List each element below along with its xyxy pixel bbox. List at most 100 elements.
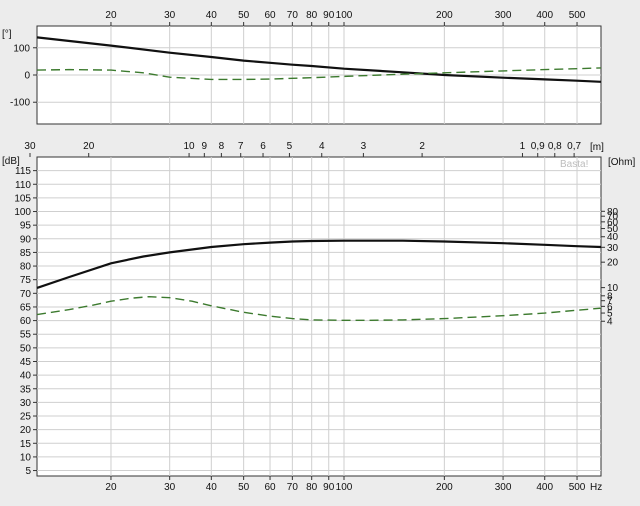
- spl-y-tick-label: 20: [20, 425, 32, 436]
- spl-x-ticks: 20 30 40 50 60 70 80 90 100 200 300 400 500: [105, 476, 586, 493]
- spl-y-ticks: 5 10 15 20 25 30 35 40 45 50 55 60 65 70 75 80 85 90 95 100…: [14, 166, 37, 477]
- phase-x-tick-label: 40: [206, 10, 218, 21]
- spl-y-tick-label: 110: [15, 180, 31, 191]
- spl-y-tick-label: 65: [20, 302, 32, 313]
- phase-series: [36, 36, 602, 83]
- spl-y-tick-label: 90: [20, 234, 32, 245]
- spl-y-tick-label: 15: [20, 439, 32, 450]
- impedance-y-axis-label: [Ohm]: [608, 157, 635, 168]
- phase-x-tick-label: 90: [323, 10, 335, 21]
- spl-grid: [37, 157, 601, 476]
- spl-x-tick-label: 60: [264, 482, 276, 493]
- wavelength-tick-label: 30: [24, 141, 36, 152]
- spl-x-tick-label: 300: [495, 482, 512, 493]
- phase-y-tick-label: -100: [10, 98, 30, 109]
- impedance-y-tick-label: 4: [607, 317, 613, 328]
- phase-y-tick-label: 0: [24, 71, 30, 82]
- spl-x-tick-label: 20: [105, 482, 117, 493]
- phase-x-tick-label: 500: [569, 10, 586, 21]
- phase-x-tick-label: 70: [287, 10, 299, 21]
- spl-series: [36, 239, 602, 321]
- spl-y-tick-label: 105: [14, 193, 31, 204]
- wavelength-tick-label: 6: [260, 141, 266, 152]
- spl-y-tick-label: 70: [20, 289, 32, 300]
- spl-x-tick-label: 100: [336, 482, 353, 493]
- phase-x-tick-label: 20: [105, 10, 117, 21]
- spl-x-tick-label: 500: [569, 482, 586, 493]
- spl-y-tick-label: 25: [20, 412, 32, 423]
- phase-x-tick-label: 100: [336, 10, 353, 21]
- x-axis-unit-label: Hz: [590, 482, 602, 493]
- spl-y-axis-label: [dB]: [2, 156, 20, 167]
- wavelength-tick-label: 2: [419, 141, 425, 152]
- spl-x-tick-label: 50: [238, 482, 250, 493]
- phase-x-ticks: 20 30 40 50 60 70 80 90 100 200 300 400 500: [105, 10, 586, 26]
- phase-x-tick-label: 400: [536, 10, 553, 21]
- impedance-y-tick-label: 8: [607, 291, 613, 302]
- phase-x-tick-label: 60: [264, 10, 276, 21]
- phase-x-tick-label: 300: [495, 10, 512, 21]
- impedance-y-tick-label: 70: [607, 212, 619, 223]
- impedance-y-tick-label: 50: [607, 224, 619, 235]
- spl-y-tick-label: 100: [14, 207, 31, 218]
- wavelength-tick-label: 5: [287, 141, 293, 152]
- impedance-y-tick-label: 40: [607, 232, 619, 243]
- impedance-y-tick-label: 30: [607, 243, 619, 254]
- phase-x-tick-label: 200: [436, 10, 453, 21]
- spl-y-tick-label: 85: [20, 248, 32, 259]
- watermark-logo: Basta!: [560, 159, 588, 170]
- wavelength-unit-label: [m]: [590, 142, 604, 153]
- wavelength-tick-label: 0,8: [548, 141, 562, 152]
- wavelength-tick-label: 0,7: [567, 141, 581, 152]
- spl-y-tick-label: 10: [20, 452, 32, 463]
- wavelength-ticks: 30 20 10 9 8 7 6 5 4 3 2 1 0,9 0,8 0,7: [24, 141, 581, 157]
- spl-y-tick-label: 40: [20, 371, 32, 382]
- spl-plot-area: [36, 156, 602, 477]
- spl-solid-series-line: [36, 239, 602, 289]
- spl-x-tick-label: 70: [287, 482, 299, 493]
- impedance-y-tick-label: 7: [607, 296, 613, 307]
- wavelength-tick-label: 20: [83, 141, 95, 152]
- wavelength-tick-label: 9: [202, 141, 208, 152]
- phase-y-ticks: 100 0 -100: [10, 43, 37, 109]
- spl-x-tick-label: 400: [536, 482, 553, 493]
- spl-y-tick-label: 55: [20, 330, 32, 341]
- impedance-y-tick-label: 6: [607, 302, 613, 313]
- spl-chart: 30 20 10 9 8 7 6 5 4 3 2 1 0,9 0,8 0,7 [m] 20 30 40 50 60 7…: [2, 141, 635, 493]
- spl-x-tick-label: 90: [323, 482, 335, 493]
- spl-y-tick-label: 35: [20, 384, 32, 395]
- phase-solid-series-line: [36, 36, 602, 83]
- phase-chart: 20 30 40 50 60 70 80 90 100 200 300 400 500 1000-100…: [2, 10, 602, 125]
- phase-y-tick-label: 100: [13, 43, 30, 54]
- wavelength-tick-label: 1: [520, 141, 526, 152]
- spl-y-tick-label: 5: [25, 466, 31, 477]
- impedance-y-tick-label: 10: [607, 283, 619, 294]
- impedance-y-tick-label: 80: [607, 207, 619, 218]
- phase-dashed-series-line: [36, 67, 602, 81]
- spl-y-tick-label: 75: [20, 275, 32, 286]
- impedance-y-tick-label: 60: [607, 217, 619, 228]
- wavelength-tick-label: 10: [184, 141, 196, 152]
- spl-y-tick-label: 60: [20, 316, 32, 327]
- spl-x-tick-label: 40: [206, 482, 218, 493]
- spl-y-tick-label: 50: [20, 343, 32, 354]
- spl-x-tick-label: 200: [436, 482, 453, 493]
- wavelength-tick-label: 3: [361, 141, 367, 152]
- wavelength-tick-label: 8: [219, 141, 225, 152]
- wavelength-tick-label: 7: [238, 141, 244, 152]
- phase-x-tick-label: 50: [238, 10, 250, 21]
- wavelength-tick-label: 4: [319, 141, 325, 152]
- wavelength-tick-label: 0,9: [531, 141, 545, 152]
- impedance-dashed-series-line: [36, 295, 602, 321]
- spl-y-tick-label: 30: [20, 398, 32, 409]
- spl-y-tick-label: 95: [20, 221, 32, 232]
- phase-x-tick-label: 30: [164, 10, 176, 21]
- spl-y-tick-label: 115: [15, 166, 31, 177]
- phase-x-tick-label: 80: [306, 10, 318, 21]
- spl-x-tick-label: 30: [164, 482, 176, 493]
- spl-x-tick-label: 80: [306, 482, 318, 493]
- phase-y-axis-label: [°]: [2, 29, 12, 40]
- spl-y-tick-label: 45: [20, 357, 32, 368]
